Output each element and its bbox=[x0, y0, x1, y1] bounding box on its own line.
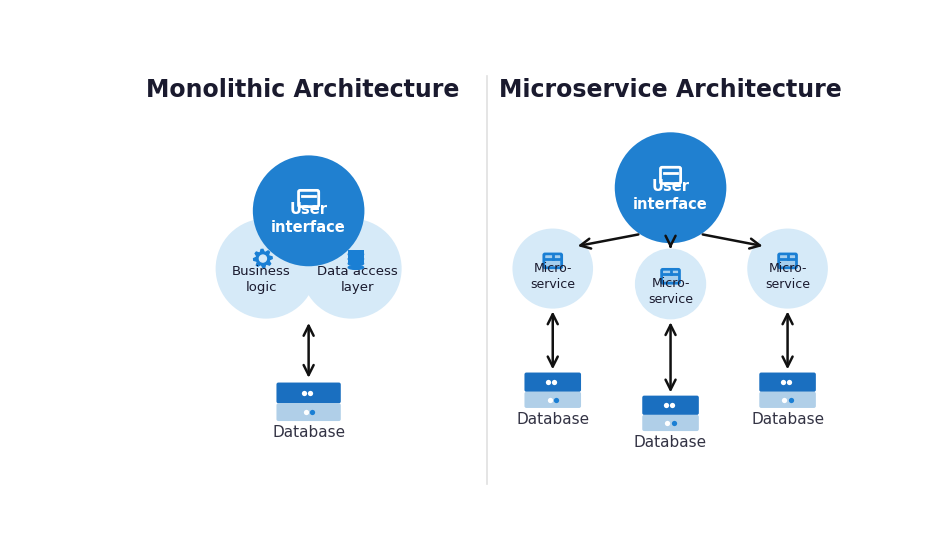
Text: Database: Database bbox=[272, 426, 345, 440]
FancyBboxPatch shape bbox=[642, 395, 699, 415]
Text: Micro-
service: Micro- service bbox=[530, 262, 576, 291]
FancyBboxPatch shape bbox=[524, 373, 581, 392]
Text: Business
logic: Business logic bbox=[232, 265, 291, 294]
Circle shape bbox=[259, 255, 266, 262]
Text: Database: Database bbox=[516, 412, 589, 427]
Ellipse shape bbox=[349, 266, 364, 270]
Text: User
interface: User interface bbox=[634, 179, 708, 212]
Ellipse shape bbox=[349, 252, 364, 256]
Circle shape bbox=[216, 218, 316, 319]
FancyBboxPatch shape bbox=[759, 373, 816, 392]
Text: Micro-
service: Micro- service bbox=[765, 262, 810, 291]
Text: Microservice Architecture: Microservice Architecture bbox=[499, 77, 842, 101]
Text: Database: Database bbox=[751, 412, 825, 427]
FancyBboxPatch shape bbox=[276, 383, 341, 403]
FancyBboxPatch shape bbox=[779, 256, 796, 268]
Circle shape bbox=[253, 155, 365, 266]
FancyBboxPatch shape bbox=[642, 415, 699, 431]
Ellipse shape bbox=[349, 262, 364, 266]
Bar bbox=[349, 250, 364, 258]
Text: Data access
layer: Data access layer bbox=[317, 265, 398, 294]
Circle shape bbox=[512, 228, 593, 309]
Circle shape bbox=[635, 248, 706, 319]
Circle shape bbox=[748, 228, 827, 309]
FancyBboxPatch shape bbox=[759, 392, 816, 408]
FancyBboxPatch shape bbox=[276, 403, 341, 421]
FancyBboxPatch shape bbox=[661, 271, 679, 283]
FancyBboxPatch shape bbox=[543, 256, 561, 268]
Ellipse shape bbox=[349, 257, 364, 261]
Circle shape bbox=[615, 133, 727, 243]
Polygon shape bbox=[254, 250, 273, 268]
FancyBboxPatch shape bbox=[524, 392, 581, 408]
Circle shape bbox=[301, 218, 402, 319]
Text: User
interface: User interface bbox=[272, 202, 346, 235]
Bar bbox=[349, 255, 364, 263]
Text: Micro-
service: Micro- service bbox=[648, 277, 694, 306]
Text: Database: Database bbox=[634, 435, 707, 450]
Text: Monolithic Architecture: Monolithic Architecture bbox=[145, 77, 459, 101]
